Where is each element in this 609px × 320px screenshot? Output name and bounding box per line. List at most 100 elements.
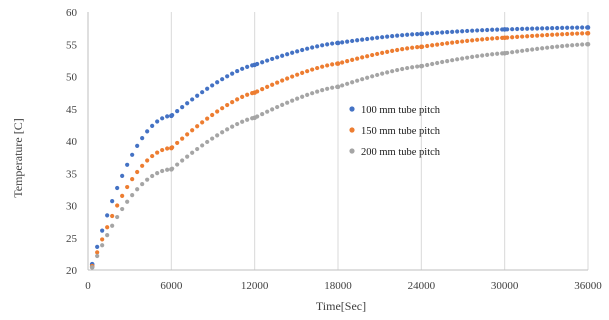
series-marker [520, 48, 525, 53]
series-marker [395, 47, 400, 53]
series-marker [515, 26, 520, 32]
series-marker [245, 117, 250, 122]
series-marker [580, 31, 585, 36]
series-marker [530, 33, 535, 39]
series-marker [115, 185, 120, 191]
series-marker [310, 91, 315, 96]
series-marker [485, 27, 490, 33]
series-marker [570, 25, 575, 30]
series-marker [280, 102, 285, 107]
legend-entry: 100 mm tube pitch [361, 105, 441, 116]
series-marker [215, 80, 220, 85]
series-marker [155, 150, 160, 155]
series-marker [295, 72, 300, 77]
series-marker [560, 32, 565, 37]
series-marker [210, 112, 215, 118]
series-marker [195, 146, 200, 152]
series-marker [165, 146, 170, 151]
series-marker [340, 60, 345, 65]
series-marker [135, 169, 140, 175]
series-marker [435, 60, 440, 66]
x-tick-label: 24000 [408, 280, 436, 292]
series-marker [440, 59, 445, 65]
series-marker [560, 25, 565, 30]
series-marker [185, 132, 190, 137]
series-marker [525, 48, 530, 53]
series-marker [535, 46, 540, 51]
axes [87, 12, 588, 271]
series-marker [545, 45, 550, 50]
series-marker [385, 49, 390, 54]
series-marker [255, 114, 260, 119]
series-marker [115, 203, 120, 208]
series-marker [200, 143, 205, 148]
series-marker [135, 187, 140, 192]
series-marker [380, 35, 385, 40]
series-marker [540, 46, 545, 51]
series-marker [425, 43, 430, 49]
series-marker [320, 43, 325, 48]
series-marker [390, 48, 395, 53]
series-marker [455, 39, 460, 45]
series-marker [480, 28, 485, 33]
series-marker [295, 96, 300, 101]
series-marker [265, 58, 270, 63]
series-marker [370, 52, 375, 58]
series-marker [380, 71, 385, 76]
series-marker [395, 67, 400, 73]
series-marker [150, 173, 155, 179]
series-marker [235, 97, 240, 102]
series-marker [105, 225, 110, 230]
series-marker [530, 47, 535, 52]
series-marker [380, 50, 385, 55]
series-marker [305, 69, 310, 74]
series-marker [175, 140, 180, 146]
series-marker [315, 65, 320, 71]
series-marker [445, 41, 450, 46]
series-marker [235, 68, 240, 74]
series-marker [345, 81, 350, 86]
series-marker [305, 46, 310, 51]
series-marker [215, 109, 220, 114]
series-marker [365, 54, 370, 59]
series-marker [530, 26, 535, 31]
legend-marker [349, 127, 355, 133]
series-marker [565, 31, 570, 37]
series-marker [250, 63, 255, 68]
series-marker [445, 58, 450, 64]
series-marker [270, 82, 275, 87]
series-marker [155, 119, 160, 124]
series-marker [300, 47, 305, 53]
series-marker [100, 237, 105, 242]
series-marker [210, 136, 215, 141]
series-marker [460, 56, 465, 61]
series-marker [230, 99, 235, 105]
x-tick-label: 12000 [241, 280, 269, 292]
series-marker [105, 213, 110, 218]
series-marker [160, 147, 165, 153]
series-marker [170, 145, 175, 150]
series-marker [410, 32, 415, 37]
series-marker [490, 52, 495, 57]
series-marker [275, 55, 280, 60]
series-marker [95, 244, 100, 250]
series-marker [285, 100, 290, 105]
series-marker [290, 98, 295, 103]
series-marker [270, 107, 275, 112]
series-marker [225, 74, 230, 79]
series-marker [145, 158, 150, 163]
y-tick-label: 30 [66, 201, 78, 213]
series-marker [240, 119, 245, 124]
series-1 [89, 25, 591, 267]
y-axis-label: Temperature [C] [11, 118, 25, 197]
series-marker [470, 28, 475, 33]
series-marker [405, 65, 410, 71]
series-marker [260, 111, 265, 117]
series-marker [540, 26, 545, 31]
series-marker [325, 63, 330, 68]
series-marker [585, 25, 590, 30]
series-marker [350, 57, 355, 62]
series-marker [490, 36, 495, 41]
series-marker [305, 92, 310, 98]
